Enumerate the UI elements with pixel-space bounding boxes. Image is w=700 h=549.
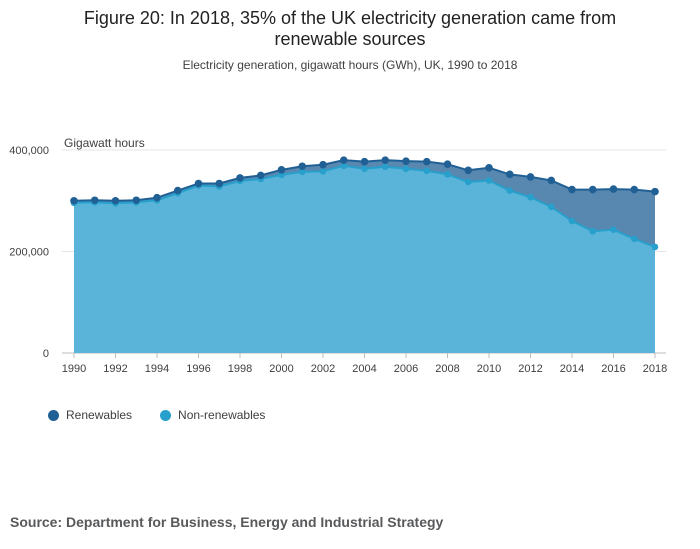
x-tick-label: 2012 [518, 363, 542, 375]
non-renewables-point [568, 217, 576, 225]
x-tick-label: 2004 [352, 363, 376, 375]
non-renewables-point [485, 177, 493, 184]
renewables-point [132, 196, 141, 205]
renewables-point [277, 165, 286, 174]
x-tick-label: 2002 [311, 363, 335, 375]
non-renewables-point [319, 168, 327, 175]
renewables-point [485, 163, 493, 172]
x-tick-label: 1990 [62, 363, 86, 375]
x-tick-label: 2000 [269, 363, 293, 375]
x-tick-label: 1996 [186, 363, 210, 375]
renewables-point [298, 162, 307, 171]
renewables-point [111, 196, 120, 205]
non-renewables-point [278, 171, 285, 179]
legend-label-renewables: Renewables [66, 408, 133, 422]
x-tick-label: 1994 [145, 363, 169, 375]
renewables-point [609, 185, 618, 193]
renewables-point [568, 185, 576, 194]
x-tick-label: 2016 [601, 363, 625, 375]
x-tick-label: 2014 [560, 363, 584, 375]
chart-title: Figure 20: In 2018, 35% of the UK electr… [83, 8, 617, 49]
non-renewables-point [361, 165, 368, 173]
x-tick-label: 1998 [228, 363, 252, 375]
renewables-point [651, 187, 659, 196]
non-renewables-point [630, 235, 638, 243]
x-tick-label: 2008 [435, 363, 459, 375]
non-renewables-point [298, 168, 306, 176]
non-renewables-point [464, 178, 472, 186]
renewables-point [194, 179, 203, 188]
renewables-point [402, 157, 410, 165]
chart-subtitle: Electricity generation, gigawatt hours (… [182, 58, 518, 72]
renewables-point [339, 156, 348, 164]
renewables-point [443, 160, 452, 169]
renewables-point [70, 196, 78, 205]
renewables-point [464, 166, 473, 175]
renewables-point [173, 186, 182, 195]
renewables-point [588, 185, 597, 194]
legend-marker-renewables [48, 409, 59, 421]
renewables-area [74, 160, 655, 247]
chart-legend: Renewables Non-renewables [48, 408, 265, 422]
legend-marker-non-renewables [160, 409, 172, 421]
legend-label-non-renewables: Non-renewables [178, 408, 266, 422]
non-renewables-point [423, 167, 431, 175]
renewables-point [153, 193, 161, 202]
renewables-point [319, 160, 327, 169]
renewables-point [630, 185, 639, 194]
non-renewables-point [381, 163, 389, 171]
non-renewables-point [527, 193, 534, 201]
area-chart: 0 200,000 400,000 Gigawatt hours 1990 1992 199… [9, 136, 667, 375]
legend-item-renewables[interactable]: Renewables [48, 408, 132, 422]
x-tick-label: 2006 [394, 363, 418, 375]
y-tick-label: 0 [43, 348, 49, 360]
renewables-point [422, 157, 431, 166]
x-tick-label: 2018 [643, 363, 667, 375]
renewables-point [90, 196, 99, 205]
renewables-point [236, 174, 244, 182]
non-renewables-point [651, 243, 659, 251]
renewables-point [360, 157, 369, 166]
non-renewables-point [506, 187, 514, 194]
renewables-point [526, 173, 535, 181]
non-renewables-point [402, 165, 410, 173]
renewables-point [215, 179, 224, 188]
y-tick-label: 400,000 [9, 145, 49, 157]
non-renewables-point [444, 171, 451, 178]
y-tick-label: 200,000 [9, 247, 49, 259]
x-tick-label: 2010 [477, 363, 501, 375]
renewables-point [256, 171, 265, 180]
renewables-point [505, 170, 514, 179]
renewables-point [381, 156, 390, 164]
legend-item-non-renewables[interactable]: Non-renewables [160, 408, 265, 422]
non-renewables-area [74, 165, 655, 353]
y-axis-label: Gigawatt hours [64, 136, 145, 150]
non-renewables-point [547, 203, 555, 211]
non-renewables-point [610, 226, 617, 233]
non-renewables-point [589, 227, 597, 235]
x-tick-label: 1992 [103, 363, 127, 375]
source-note: Source: Department for Business, Energy … [10, 514, 444, 530]
renewables-point [547, 176, 556, 185]
non-renewables-point [340, 162, 348, 170]
